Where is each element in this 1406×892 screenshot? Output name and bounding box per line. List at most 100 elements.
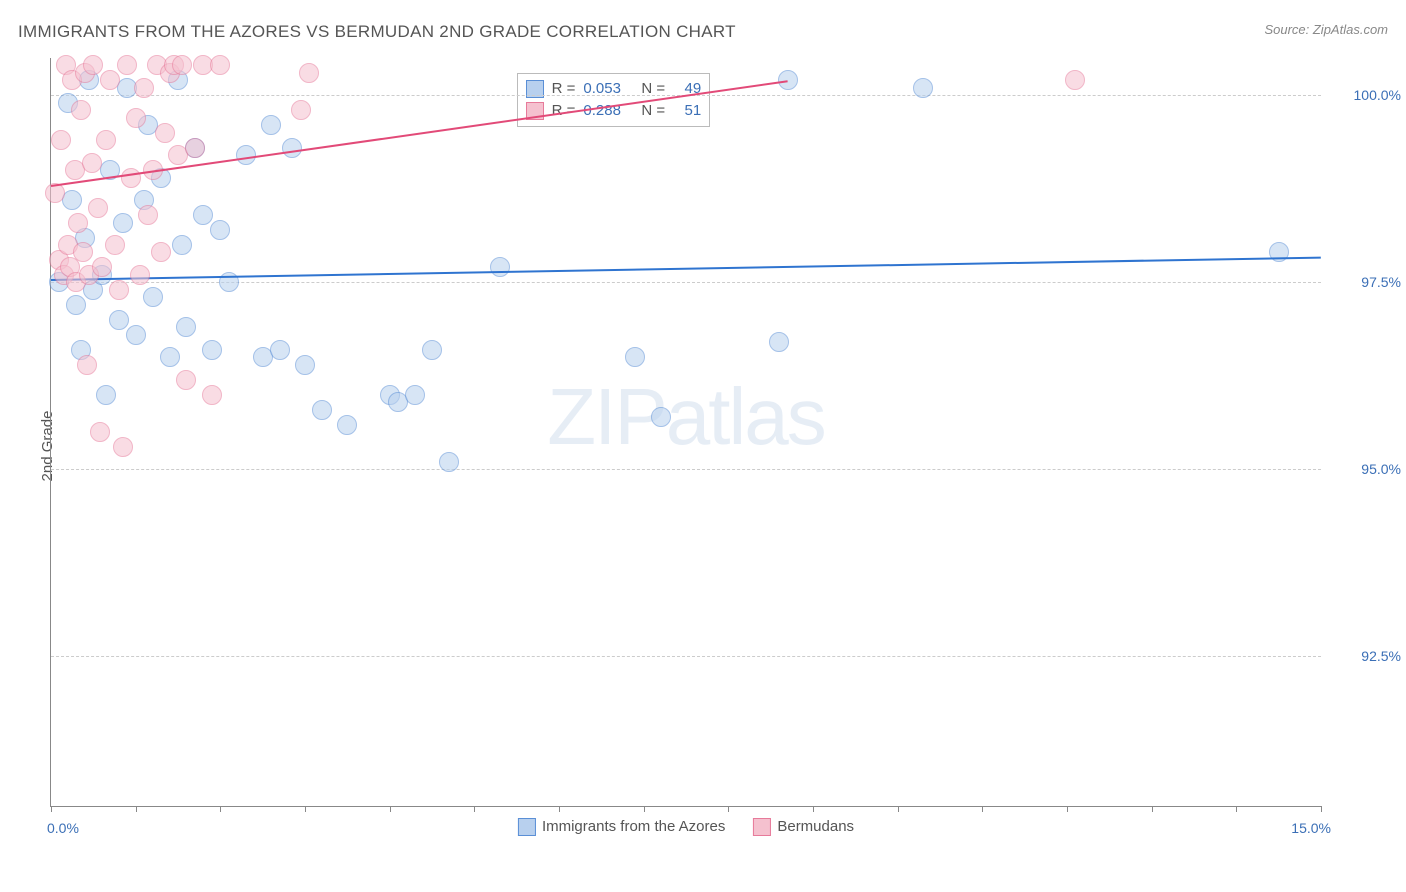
data-point bbox=[176, 370, 196, 390]
data-point bbox=[651, 407, 671, 427]
x-tick bbox=[1236, 806, 1237, 812]
watermark-bold: ZIP bbox=[547, 372, 665, 461]
data-point bbox=[143, 287, 163, 307]
x-tick bbox=[559, 806, 560, 812]
x-tick bbox=[390, 806, 391, 812]
data-point bbox=[210, 55, 230, 75]
data-point bbox=[83, 55, 103, 75]
data-point bbox=[82, 153, 102, 173]
watermark: ZIPatlas bbox=[547, 371, 824, 463]
x-tick bbox=[728, 806, 729, 812]
data-point bbox=[422, 340, 442, 360]
x-tick bbox=[136, 806, 137, 812]
gridline bbox=[51, 282, 1321, 283]
legend-label: Immigrants from the Azores bbox=[542, 818, 725, 835]
x-tick bbox=[813, 806, 814, 812]
data-point bbox=[51, 130, 71, 150]
y-tick-label: 100.0% bbox=[1331, 87, 1401, 103]
data-point bbox=[100, 70, 120, 90]
data-point bbox=[130, 265, 150, 285]
data-point bbox=[312, 400, 332, 420]
stats-n-label: N = bbox=[641, 102, 665, 119]
plot-area: ZIPatlas R = 0.053 N = 49 R = 0.288 N = … bbox=[50, 58, 1321, 807]
stats-row: R = 0.288 N = 51 bbox=[526, 100, 702, 122]
data-point bbox=[77, 355, 97, 375]
y-tick-label: 95.0% bbox=[1331, 461, 1401, 477]
data-point bbox=[172, 55, 192, 75]
x-tick bbox=[982, 806, 983, 812]
x-min-label: 0.0% bbox=[47, 820, 79, 836]
data-point bbox=[295, 355, 315, 375]
data-point bbox=[96, 130, 116, 150]
chart-title: IMMIGRANTS FROM THE AZORES VS BERMUDAN 2… bbox=[18, 22, 736, 42]
data-point bbox=[113, 437, 133, 457]
x-tick bbox=[644, 806, 645, 812]
data-point bbox=[270, 340, 290, 360]
data-point bbox=[625, 347, 645, 367]
x-tick bbox=[305, 806, 306, 812]
data-point bbox=[88, 198, 108, 218]
data-point bbox=[96, 385, 116, 405]
data-point bbox=[172, 235, 192, 255]
x-max-label: 15.0% bbox=[1291, 820, 1331, 836]
x-tick bbox=[1067, 806, 1068, 812]
data-point bbox=[113, 213, 133, 233]
data-point bbox=[109, 280, 129, 300]
data-point bbox=[913, 78, 933, 98]
data-point bbox=[71, 100, 91, 120]
data-point bbox=[138, 205, 158, 225]
data-point bbox=[176, 317, 196, 337]
data-point bbox=[202, 340, 222, 360]
data-point bbox=[1065, 70, 1085, 90]
data-point bbox=[92, 257, 112, 277]
data-point bbox=[193, 205, 213, 225]
trend-line bbox=[51, 256, 1321, 280]
data-point bbox=[155, 123, 175, 143]
x-tick bbox=[1321, 806, 1322, 812]
data-point bbox=[121, 168, 141, 188]
x-tick bbox=[220, 806, 221, 812]
data-point bbox=[299, 63, 319, 83]
data-point bbox=[210, 220, 230, 240]
legend-swatch bbox=[518, 818, 536, 836]
data-point bbox=[1269, 242, 1289, 262]
x-tick bbox=[51, 806, 52, 812]
legend-label: Bermudans bbox=[777, 818, 854, 835]
data-point bbox=[185, 138, 205, 158]
legend-item: Bermudans bbox=[753, 818, 854, 836]
data-point bbox=[134, 78, 154, 98]
legend: Immigrants from the Azores Bermudans bbox=[518, 818, 854, 836]
data-point bbox=[126, 108, 146, 128]
data-point bbox=[337, 415, 357, 435]
gridline bbox=[51, 656, 1321, 657]
y-tick-label: 97.5% bbox=[1331, 274, 1401, 290]
data-point bbox=[160, 347, 180, 367]
data-point bbox=[73, 242, 93, 262]
x-tick bbox=[898, 806, 899, 812]
legend-item: Immigrants from the Azores bbox=[518, 818, 725, 836]
data-point bbox=[769, 332, 789, 352]
data-point bbox=[126, 325, 146, 345]
data-point bbox=[66, 295, 86, 315]
gridline bbox=[51, 469, 1321, 470]
data-point bbox=[291, 100, 311, 120]
stats-n-value: 51 bbox=[673, 102, 701, 119]
stats-box: R = 0.053 N = 49 R = 0.288 N = 51 bbox=[517, 73, 711, 127]
data-point bbox=[490, 257, 510, 277]
data-point bbox=[405, 385, 425, 405]
data-point bbox=[68, 213, 88, 233]
watermark-light: atlas bbox=[666, 372, 825, 461]
y-tick-label: 92.5% bbox=[1331, 648, 1401, 664]
x-tick bbox=[474, 806, 475, 812]
data-point bbox=[261, 115, 281, 135]
data-point bbox=[282, 138, 302, 158]
data-point bbox=[151, 242, 171, 262]
data-point bbox=[202, 385, 222, 405]
data-point bbox=[105, 235, 125, 255]
source-label: Source: ZipAtlas.com bbox=[1264, 22, 1388, 37]
data-point bbox=[439, 452, 459, 472]
x-tick bbox=[1152, 806, 1153, 812]
data-point bbox=[90, 422, 110, 442]
data-point bbox=[109, 310, 129, 330]
data-point bbox=[117, 55, 137, 75]
